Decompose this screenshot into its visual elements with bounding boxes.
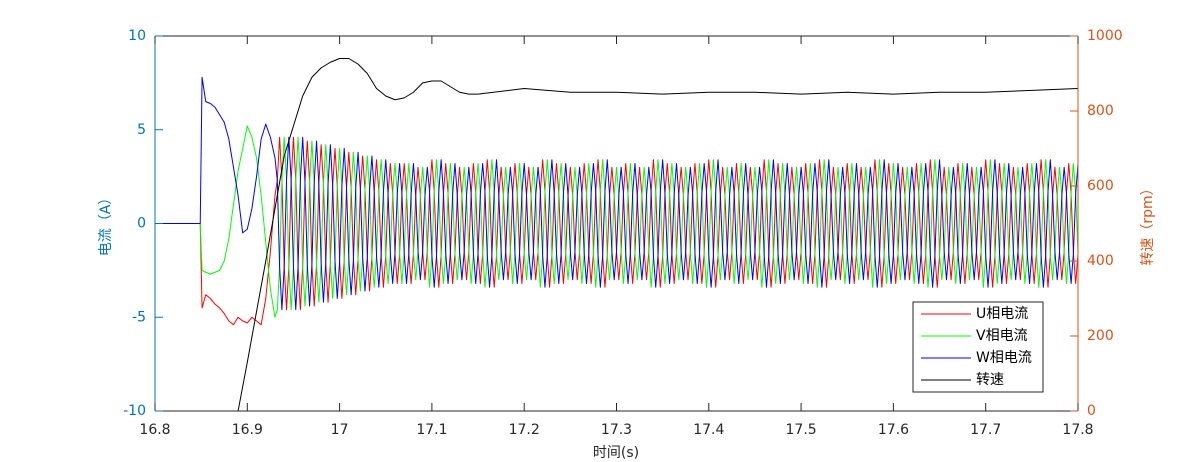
y2-tick-label: 400 [1087, 253, 1114, 269]
y-axis-label: 电流（A） [98, 191, 114, 257]
x-tick-label: 16.9 [232, 422, 263, 438]
y-tick-label: 0 [137, 216, 146, 232]
y2-tick-label: 1000 [1087, 28, 1123, 44]
x-tick-label: 17.3 [601, 422, 632, 438]
legend-label: 转速 [976, 372, 1004, 388]
y-tick-label: 5 [137, 122, 146, 138]
series-group [155, 58, 1078, 411]
y-tick-label: 10 [128, 28, 146, 44]
series-line [155, 58, 1078, 411]
series-line [155, 76, 1078, 311]
legend-box [912, 301, 1044, 393]
x-tick-label: 17.7 [970, 422, 1001, 438]
legend-label: U相电流 [976, 306, 1028, 322]
y2-tick-label: 600 [1087, 178, 1114, 194]
legend-label: V相电流 [976, 328, 1028, 344]
x-tick-label: 17.6 [878, 422, 909, 438]
x-tick-label: 16.8 [139, 422, 170, 438]
x-tick-label: 17.8 [1062, 422, 1093, 438]
legend-label: W相电流 [976, 350, 1032, 366]
y2-tick-label: 200 [1087, 328, 1114, 344]
y-tick-label: -10 [123, 403, 146, 419]
y2-axis-label: 转速（rpm） [1140, 181, 1156, 265]
x-tick-label: 17.1 [416, 422, 447, 438]
y2-tick-label: 0 [1087, 403, 1096, 419]
x-tick-label: 17.2 [509, 422, 540, 438]
x-axis-label: 时间(s) [593, 445, 639, 461]
x-tick-label: 17.4 [693, 422, 724, 438]
x-tick-label: 17 [331, 422, 349, 438]
y-tick-label: -5 [132, 309, 146, 325]
y2-tick-label: 800 [1087, 103, 1114, 119]
x-tick-label: 17.5 [786, 422, 817, 438]
